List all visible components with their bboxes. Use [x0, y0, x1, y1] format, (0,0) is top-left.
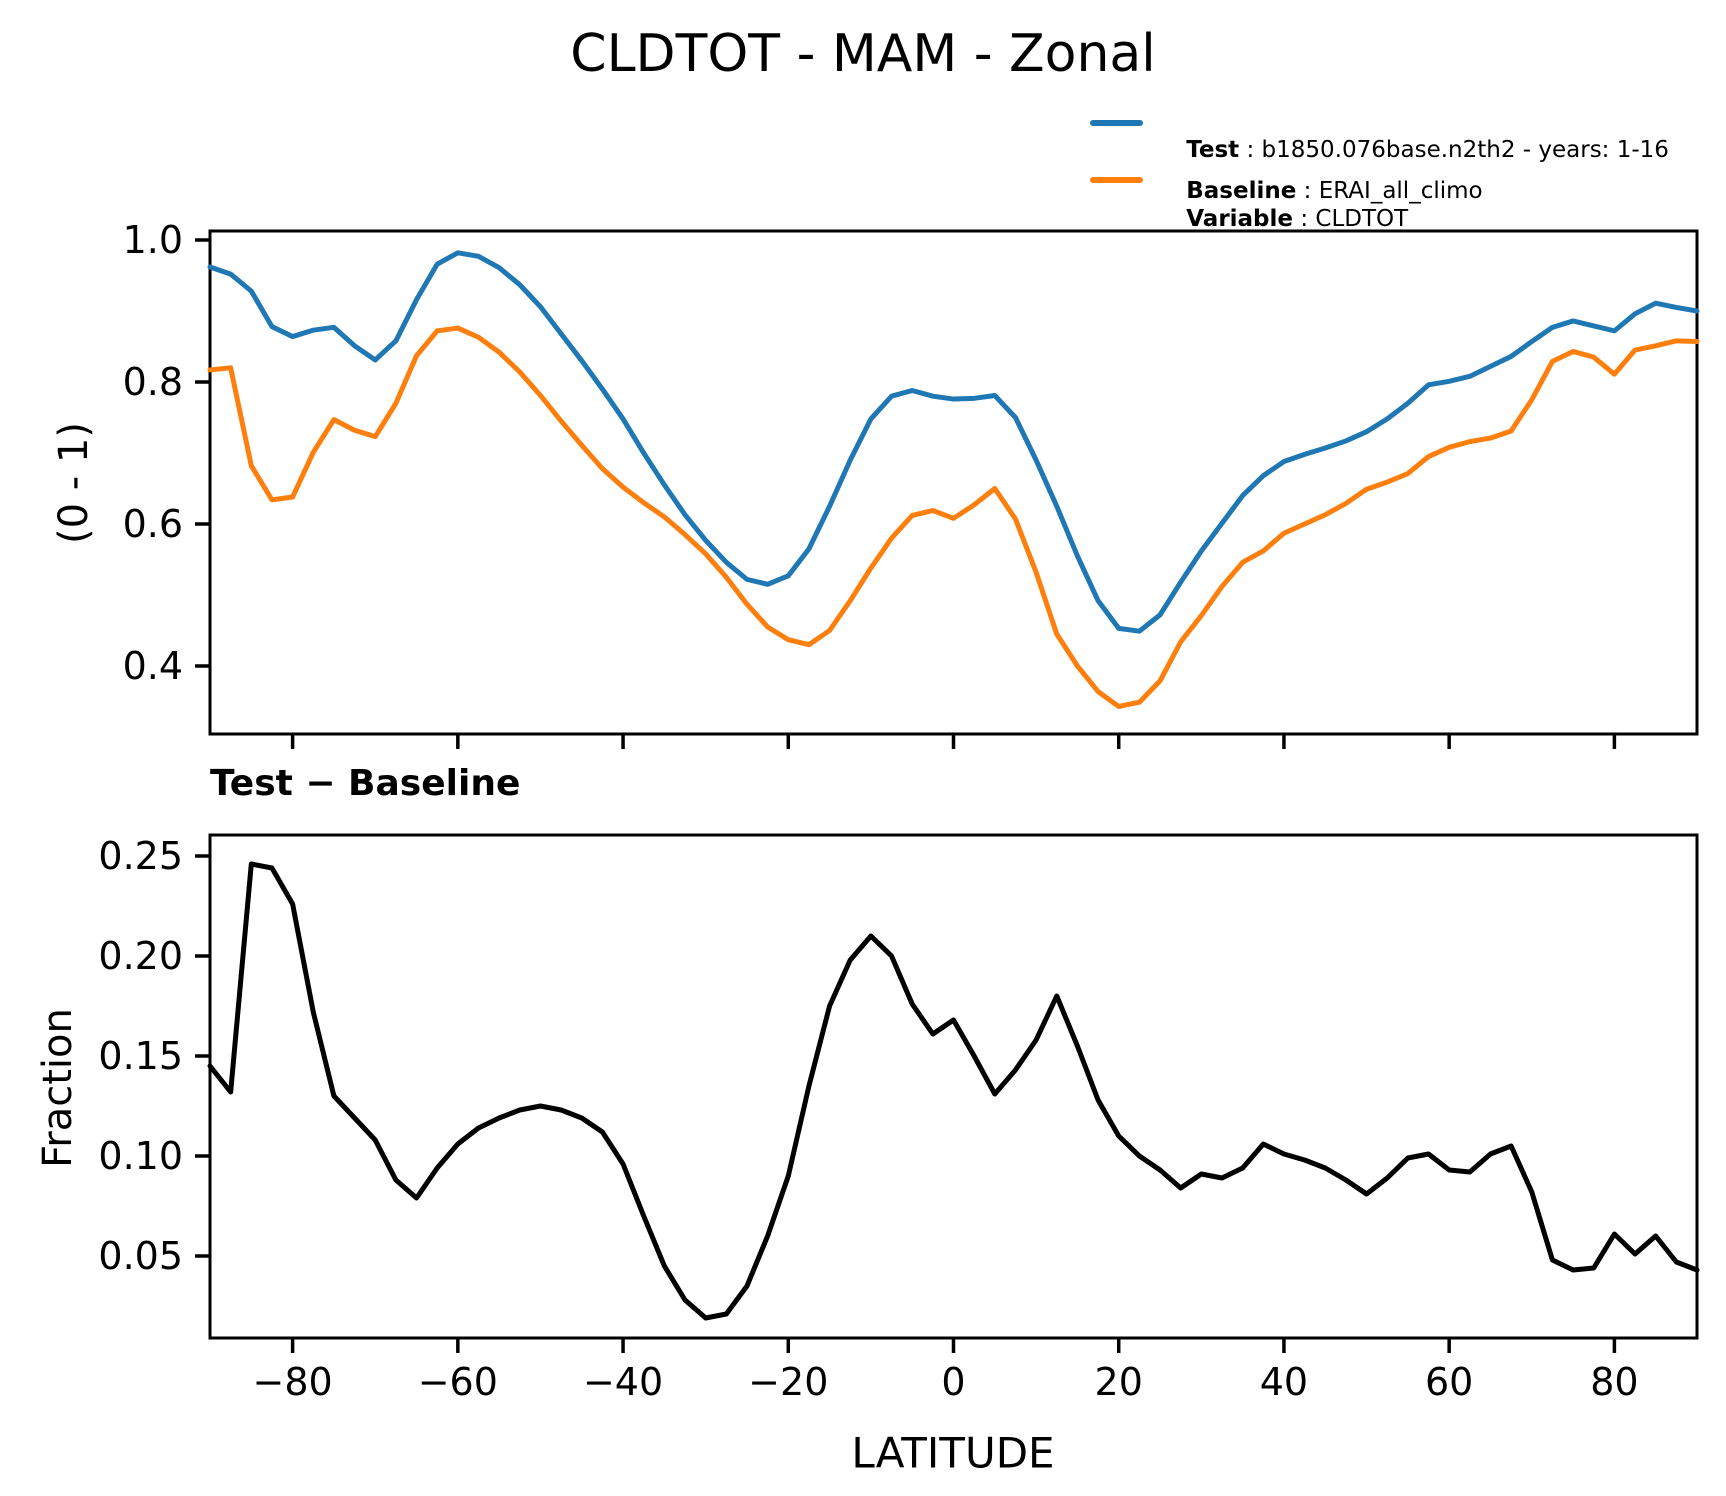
legend-baseline-value: ERAI_all_climo	[1318, 178, 1483, 204]
x-tick-label: 60	[1425, 1360, 1473, 1404]
y-tick-label: 0.05	[98, 1234, 183, 1278]
difference-panel-title: Test − Baseline	[210, 763, 521, 804]
y-tick-label: 0.25	[98, 834, 183, 878]
plot-border	[208, 229, 1699, 736]
y-tick-label: 0.20	[98, 934, 183, 978]
legend-test-value: b1850.076base.n2th2 - years: 1-16	[1261, 137, 1669, 163]
legend-swatch-baseline	[1090, 177, 1143, 183]
legend-separator: :	[1296, 178, 1319, 204]
series-line-1-0	[207, 861, 1700, 1321]
chart-title: CLDTOT - MAM - Zonal	[570, 24, 1156, 84]
y-tick-label: 1.0	[123, 218, 183, 262]
plot-border	[208, 833, 1699, 1340]
x-tick-label: −20	[748, 1360, 828, 1404]
legend-baseline-label: Baseline	[1186, 178, 1297, 204]
legend-swatch-test	[1090, 120, 1143, 126]
legend-separator: :	[1239, 137, 1262, 163]
series-line-0-1	[207, 325, 1700, 709]
legend-variable-label: Variable	[1186, 206, 1294, 232]
y-tick-label: 0.6	[123, 502, 183, 546]
y-tick-label: 0.4	[123, 644, 183, 688]
x-tick-label: 40	[1260, 1360, 1308, 1404]
legend-test-label: Test	[1186, 137, 1240, 163]
x-tick-label: 0	[941, 1360, 965, 1404]
x-tick-label: 80	[1590, 1360, 1638, 1404]
y-tick-label: 0.15	[98, 1034, 183, 1078]
legend-variable-value: CLDTOT	[1315, 206, 1409, 232]
x-tick-label: −80	[253, 1360, 333, 1404]
legend-entry-baseline: Baseline : ERAI_all_climo	[1157, 152, 1483, 230]
legend-separator: :	[1293, 206, 1316, 232]
x-tick-label: −40	[583, 1360, 663, 1404]
y-tick-label: 0.10	[98, 1134, 183, 1178]
series-line-0-0	[207, 250, 1700, 634]
legend-entry-variable: Variable : CLDTOT	[1157, 180, 1408, 258]
x-tick-label: 20	[1095, 1360, 1143, 1404]
x-tick-label: −60	[418, 1360, 498, 1404]
y-tick-label: 0.8	[123, 360, 183, 404]
legend-entry-test: Test : b1850.076base.n2th2 - years: 1-16	[1157, 111, 1669, 189]
x-axis-label: LATITUDE	[851, 1428, 1055, 1478]
